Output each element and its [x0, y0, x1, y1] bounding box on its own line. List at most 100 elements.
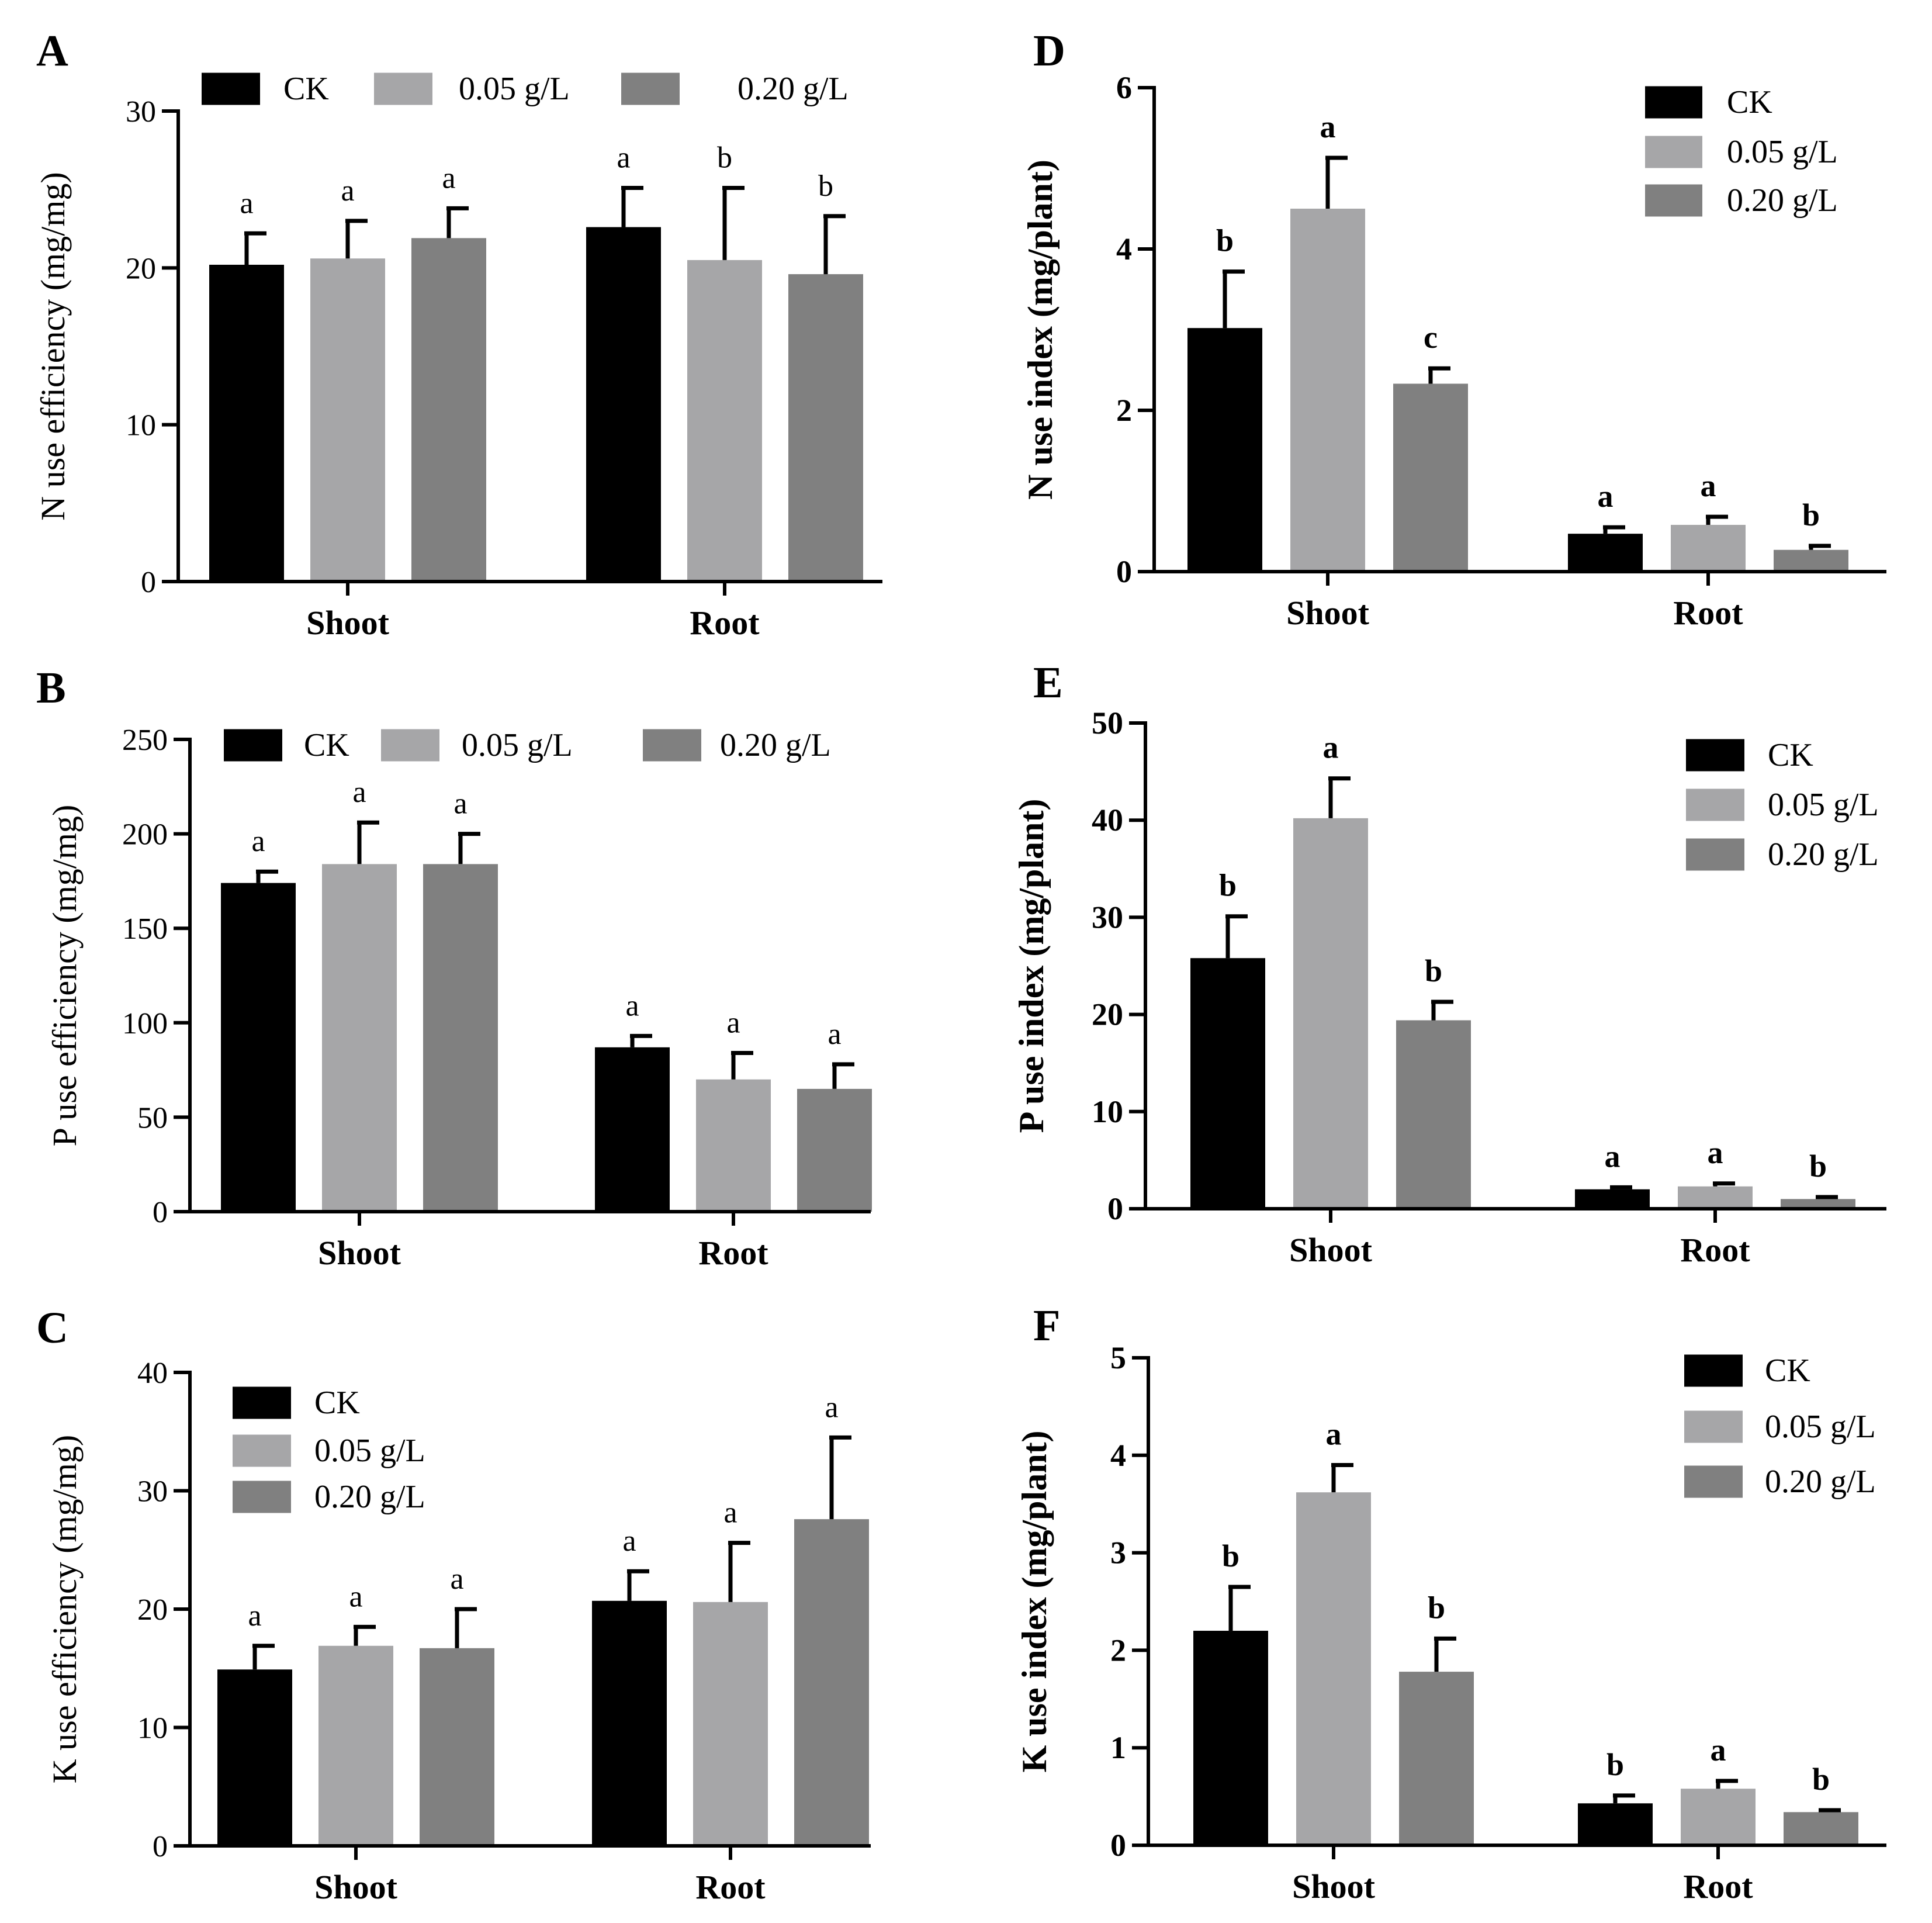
legend-swatch — [1686, 788, 1744, 821]
x-tick-label: Shoot — [1292, 1867, 1376, 1905]
panel-a: Aa a a b a b 0 10 20 30 Shoot Root N use efficiency … — [34, 26, 882, 642]
x-tick-label: Root — [695, 1868, 766, 1906]
legend-label: CK — [1765, 1353, 1810, 1389]
y-tick-label: 0 — [141, 566, 156, 599]
bar-e-root-s0 — [1575, 1189, 1650, 1209]
bar-c-root-s1 — [693, 1602, 768, 1846]
bar-e-shoot-s1 — [1293, 818, 1368, 1209]
y-tick-label: 40 — [1092, 803, 1123, 838]
significance-letter: a — [1326, 1416, 1342, 1451]
bar-a-root-s2 — [788, 274, 863, 582]
significance-letter: b — [1219, 868, 1237, 903]
legend-swatch — [1645, 184, 1702, 217]
bar-d-root-s1 — [1671, 524, 1746, 572]
bar-b-shoot-s2 — [423, 864, 498, 1212]
legend-label: 0.20 g/L — [1727, 182, 1838, 219]
legend-swatch — [233, 1481, 291, 1513]
y-tick-label: 200 — [122, 818, 168, 852]
x-tick-label: Root — [1673, 594, 1743, 632]
legend-label: 0.20 g/L — [314, 1479, 425, 1515]
y-tick-label: 30 — [1092, 900, 1123, 935]
significance-letter: a — [453, 787, 467, 821]
legend-label: 0.20 g/L — [738, 71, 849, 107]
panel-letter: D — [1033, 26, 1065, 75]
legend-swatch — [643, 729, 701, 762]
y-tick-label: 3 — [1110, 1535, 1126, 1571]
y-tick-label: 40 — [137, 1357, 168, 1390]
y-tick-label: 30 — [126, 95, 156, 129]
significance-letter: a — [1605, 1139, 1621, 1174]
significance-letter: a — [617, 141, 630, 174]
bar-d-shoot-s0 — [1187, 328, 1262, 572]
bar-f-root-s0 — [1578, 1803, 1653, 1845]
y-axis-label: N use efficiency (mg/mg) — [34, 172, 72, 520]
legend-label: 0.20 g/L — [720, 727, 831, 763]
y-tick-label: 4 — [1110, 1438, 1126, 1473]
legend-label: CK — [1727, 84, 1772, 120]
x-tick-label: Shoot — [314, 1868, 398, 1906]
panel-letter: B — [36, 663, 66, 713]
bar-d-shoot-s1 — [1290, 209, 1365, 572]
panel-letter: A — [36, 26, 68, 75]
significance-letter: a — [450, 1562, 463, 1596]
y-tick-label: 0 — [153, 1830, 168, 1863]
legend-swatch — [233, 1386, 291, 1419]
panel-letter: E — [1033, 658, 1063, 707]
panel-e: Eb a a a b b 0 10 20 30 40 50 Shoot Root P use index (… — [1012, 658, 1886, 1269]
legend-swatch — [233, 1434, 291, 1467]
significance-letter: b — [1428, 1590, 1445, 1625]
legend-label: 0.05 g/L — [1727, 134, 1838, 170]
legend-label: 0.20 g/L — [1765, 1464, 1876, 1500]
bar-e-shoot-s0 — [1190, 958, 1265, 1209]
panel-f: Fb b a a b b 0 1 2 3 4 5 Shoot Root K use index (mg/pl… — [1015, 1301, 1886, 1905]
bar-d-root-s2 — [1774, 549, 1848, 572]
legend-swatch — [224, 729, 282, 762]
y-tick-label: 10 — [137, 1712, 168, 1745]
legend-swatch — [1686, 739, 1744, 772]
significance-letter: a — [349, 1580, 362, 1613]
y-tick-label: 1 — [1110, 1730, 1126, 1765]
bar-b-root-s0 — [595, 1047, 670, 1212]
bar-c-root-s0 — [592, 1600, 667, 1846]
bar-a-root-s1 — [687, 260, 762, 582]
y-tick-label: 0 — [153, 1196, 168, 1229]
significance-letter: a — [1708, 1135, 1723, 1170]
legend-swatch — [381, 729, 439, 762]
legend-swatch — [621, 72, 680, 105]
legend-swatch — [1684, 1410, 1743, 1443]
y-tick-label: 100 — [122, 1007, 168, 1040]
y-tick-label: 20 — [126, 252, 156, 285]
y-tick-label: 250 — [122, 724, 168, 757]
y-tick-label: 50 — [137, 1101, 168, 1135]
y-tick-label: 0 — [1116, 554, 1132, 589]
y-tick-label: 10 — [1092, 1094, 1123, 1129]
y-tick-label: 20 — [1092, 997, 1123, 1032]
legend-label: CK — [314, 1385, 360, 1421]
significance-letter: a — [352, 776, 366, 809]
significance-letter: a — [1323, 730, 1339, 765]
legend-swatch — [1645, 136, 1702, 168]
significance-letter: a — [622, 1524, 636, 1558]
significance-letter: a — [341, 174, 354, 207]
bar-e-shoot-s2 — [1396, 1020, 1471, 1209]
significance-letter: a — [240, 186, 253, 220]
bar-c-shoot-s2 — [420, 1648, 494, 1846]
bar-b-root-s2 — [797, 1088, 872, 1212]
y-tick-label: 5 — [1110, 1340, 1126, 1375]
legend-swatch — [202, 72, 260, 105]
x-tick-label: Shoot — [1289, 1231, 1373, 1269]
significance-letter: a — [827, 1018, 841, 1051]
panel-d: Db a a a c b 0 2 4 6 Shoot Root N use index (mg/plan… — [1021, 26, 1886, 632]
legend-swatch — [1686, 838, 1744, 871]
legend-swatch — [1684, 1354, 1743, 1387]
y-tick-label: 2 — [1110, 1633, 1126, 1668]
y-tick-label: 150 — [122, 912, 168, 946]
bar-e-root-s1 — [1678, 1186, 1753, 1209]
legend-label: 0.05 g/L — [1765, 1409, 1876, 1445]
significance-letter: b — [717, 141, 732, 174]
legend-swatch — [1684, 1465, 1743, 1498]
y-axis-label: N use index (mg/plant) — [1021, 160, 1060, 500]
significance-letter: a — [1598, 479, 1614, 514]
y-tick-label: 6 — [1116, 70, 1132, 105]
